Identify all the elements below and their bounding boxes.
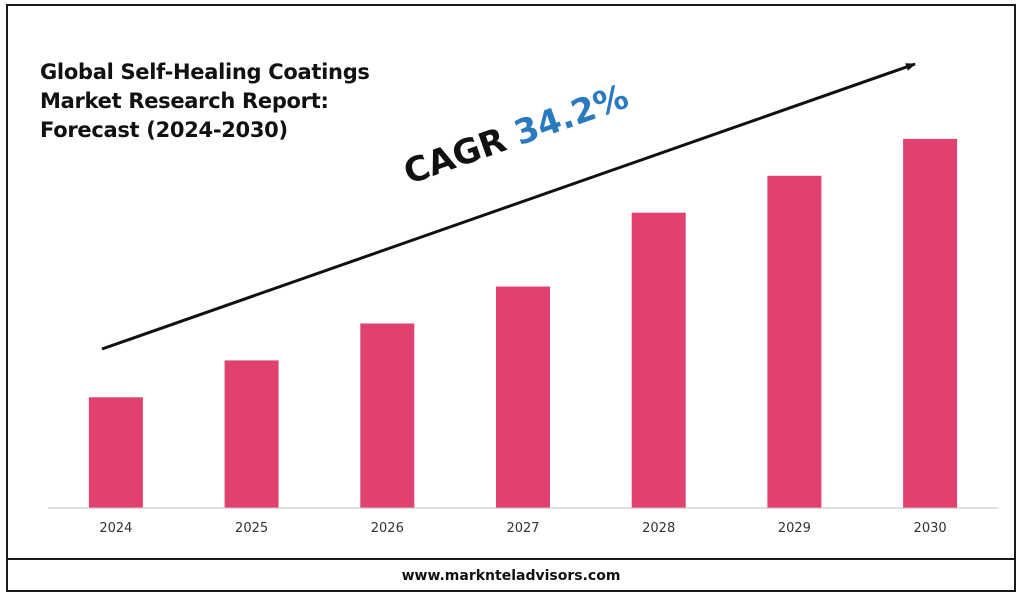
growth-arrow — [101, 62, 916, 351]
footer-bar: www.marknteladvisors.com — [6, 558, 1016, 592]
bar-2029 — [767, 175, 822, 509]
x-tick-label-2024: 2024 — [99, 521, 132, 536]
bar-2028 — [631, 212, 686, 508]
bar-2025 — [224, 360, 279, 508]
bar-2026 — [360, 323, 415, 508]
title-line-1: Global Self-Healing Coatings — [40, 60, 370, 84]
x-tick-labels: 2024 2025 2026 2027 2028 2029 2030 — [99, 521, 946, 536]
title-line-2: Market Research Report: — [40, 89, 329, 113]
x-tick-label-2025: 2025 — [235, 521, 268, 536]
x-tick-label-2030: 2030 — [914, 521, 947, 536]
bars-group — [88, 138, 958, 509]
x-tick-label-2029: 2029 — [778, 521, 811, 536]
x-tick-label-2028: 2028 — [642, 521, 675, 536]
bar-2024 — [88, 397, 143, 508]
chart-title: Global Self-Healing Coatings Market Rese… — [40, 58, 460, 145]
bar-2030 — [903, 138, 958, 508]
x-tick-label-2027: 2027 — [506, 521, 539, 536]
footer-website[interactable]: www.marknteladvisors.com — [401, 568, 621, 584]
bar-2027 — [496, 286, 550, 508]
x-tick-label-2026: 2026 — [371, 521, 404, 536]
title-line-3: Forecast (2024-2030) — [40, 118, 288, 142]
